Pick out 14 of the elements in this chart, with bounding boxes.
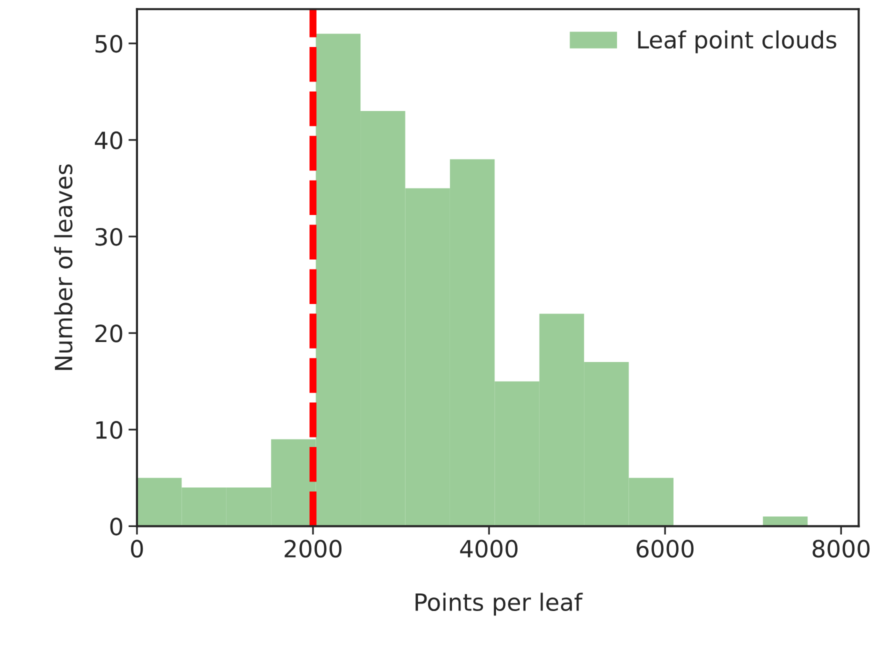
- y-axis-title: Number of leaves: [54, 164, 72, 370]
- y-tick-label: 10: [96, 421, 122, 439]
- y-tick-label: 30: [96, 228, 122, 246]
- x-tick-label: 2000: [284, 540, 342, 558]
- legend-label: Leaf point clouds: [638, 30, 836, 54]
- x-tick-label: 4000: [460, 540, 518, 558]
- x-tick-label: 0: [131, 540, 143, 558]
- y-tick-label: 0: [110, 518, 122, 536]
- x-tick-label: 8000: [812, 540, 870, 558]
- y-tick-label: 50: [96, 34, 122, 53]
- x-tick-label: 6000: [636, 540, 694, 558]
- y-tick-label: 20: [95, 324, 122, 342]
- x-axis-title: Points per leaf: [416, 592, 583, 616]
- y-tick-label: 40: [94, 131, 122, 150]
